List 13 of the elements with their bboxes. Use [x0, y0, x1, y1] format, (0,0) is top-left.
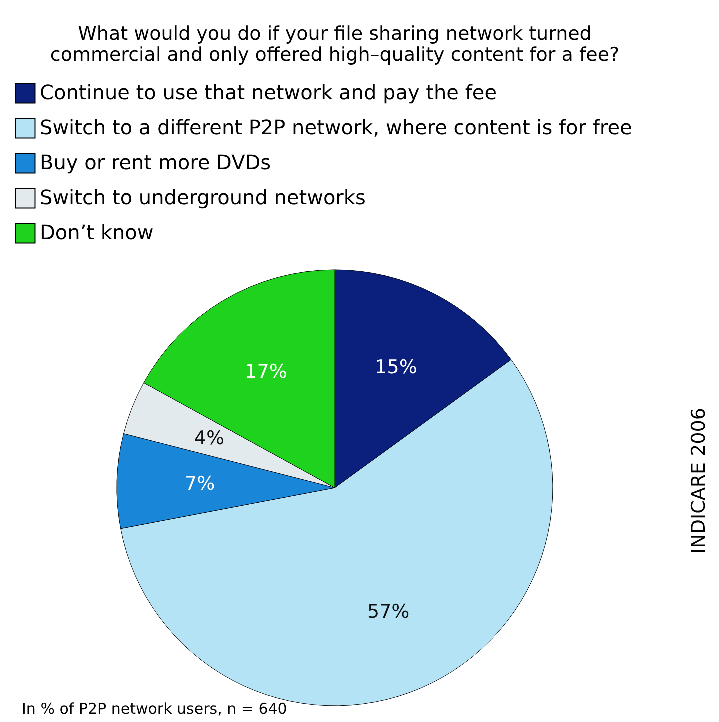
- legend-label: Switch to underground networks: [40, 186, 366, 210]
- legend-label: Continue to use that network and pay the fee: [40, 80, 497, 104]
- legend-label: Don’t know: [40, 220, 154, 244]
- data-label: 17%: [245, 360, 288, 383]
- legend-label: Switch to a different P2P network, where content is for free: [40, 116, 632, 140]
- data-label: 57%: [368, 600, 410, 623]
- legend-label: Buy or rent more DVDs: [40, 150, 272, 174]
- data-label: 7%: [184, 472, 216, 495]
- data-label: 4%: [194, 427, 225, 450]
- text: INDICARE 2006: [688, 407, 710, 556]
- chart-title: What would you do if your file sharing network turned commercial and only offered high–quality content for a fee?: [50, 23, 620, 66]
- data-label: 15%: [375, 356, 418, 379]
- text: In % of P2P network users, n = 640: [22, 700, 288, 718]
